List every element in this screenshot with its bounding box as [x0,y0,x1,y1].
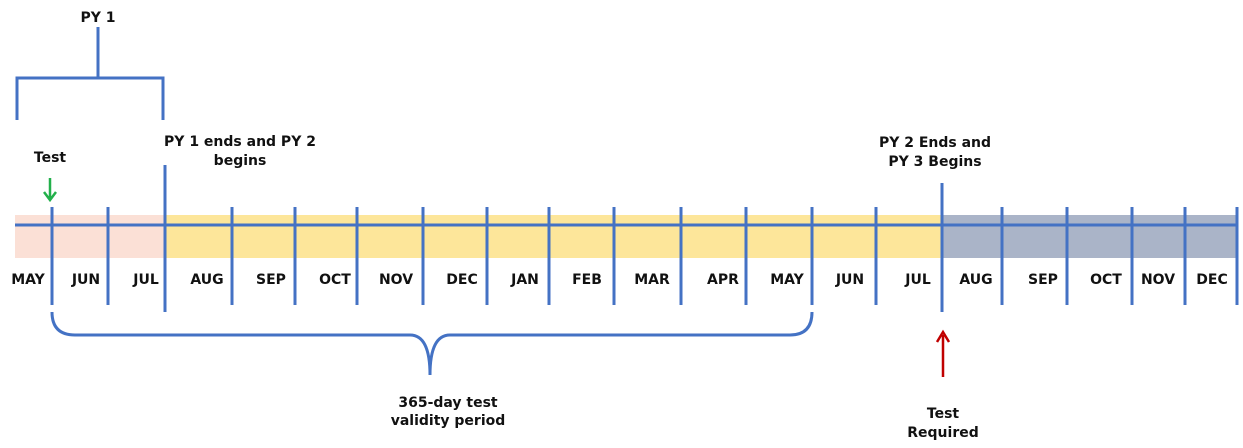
py1-end-label: begins [214,153,267,169]
month-label: MAY [770,272,804,288]
required-arrow [935,329,951,377]
month-label: DEC [446,272,477,288]
validity-brace [50,311,814,376]
py2-end-label: PY 3 Begins [888,154,981,170]
month-label: FEB [572,272,602,288]
py1-label: PY 1 [80,10,115,26]
validity-label: validity period [391,413,506,429]
band-py1 [15,215,165,258]
month-label: OCT [1090,272,1122,288]
month-label: MAY [11,272,45,288]
test-required-label: Required [907,425,978,441]
py1-bracket [15,27,165,120]
validity-label: 365-day test [398,395,498,411]
month-label: SEP [1028,272,1058,288]
month-label: JUL [132,272,159,288]
month-label: MAR [634,272,670,288]
month-label: APR [707,272,739,288]
py2-end-label: PY 2 Ends and [879,135,991,151]
test-label: Test [34,150,67,166]
month-label: JAN [510,272,539,288]
month-label: JUN [835,272,864,288]
month-label: JUL [904,272,931,288]
py1-end-label: PY 1 ends and PY 2 [164,134,316,150]
month-label: AUG [190,272,223,288]
band-py2 [165,215,942,258]
test-arrow [43,178,57,203]
month-label: JUN [71,272,100,288]
month-label: AUG [959,272,992,288]
month-label: OCT [319,272,351,288]
band-py3 [942,215,1237,258]
month-label: SEP [256,272,286,288]
month-label: DEC [1196,272,1227,288]
month-label: NOV [379,272,413,288]
month-label: NOV [1141,272,1175,288]
test-required-label: Test [927,406,960,422]
